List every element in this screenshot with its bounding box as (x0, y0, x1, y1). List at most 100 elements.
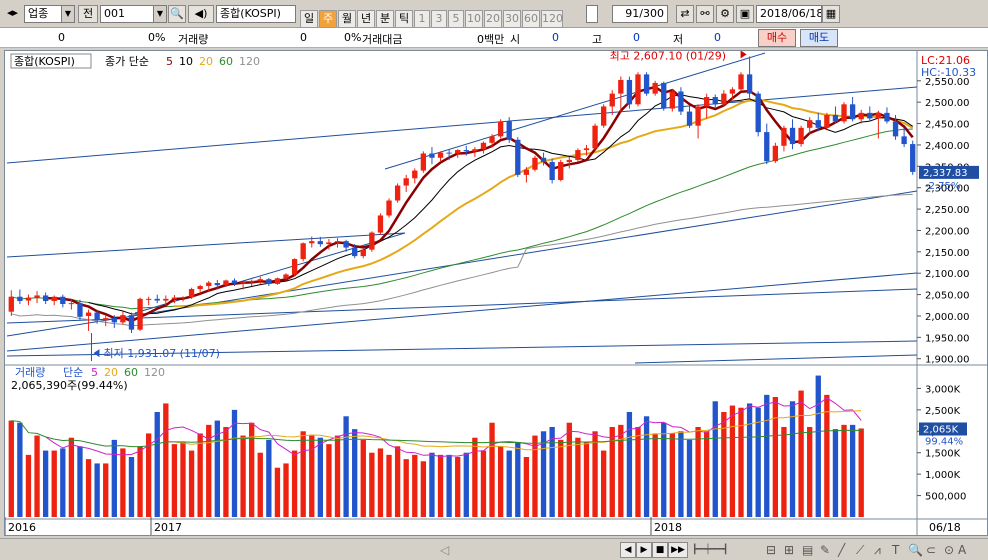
candlestick-chart[interactable]: 2,550.002,500.002,450.002,400.002,350.00… (5, 51, 987, 535)
minus-icon[interactable]: ⊟ (766, 543, 777, 557)
quote-p1: 0% (148, 31, 166, 44)
volume-ma60-line (11, 420, 862, 448)
fib-icon[interactable]: ⩘ (874, 543, 881, 557)
link-icon[interactable]: ⚯ (696, 5, 714, 23)
date-field[interactable]: 2018/06/18 (756, 5, 822, 23)
grid-icon[interactable]: ▤ (802, 543, 814, 557)
chart-panel[interactable]: 2,550.002,500.002,450.002,400.002,350.00… (4, 50, 988, 536)
period-tab-1[interactable]: 1 (414, 10, 430, 28)
line-icon[interactable]: ╱ (838, 543, 846, 557)
legend-item: 10 (179, 55, 193, 68)
status-fast-button[interactable]: ▶▶ (668, 542, 688, 558)
magnet-icon[interactable]: ⊂ (926, 543, 937, 557)
status-bar: ◁ ◀ ▶ ■ ▶▶ ┣━━┿━━━┫ ⊟ ⊞ ▤ ✎ ╱ ⟋ ⩘ T 🔍 ⊂ … (0, 538, 988, 560)
volume-bar (798, 390, 804, 517)
cursor-icon[interactable]: ⊙ (944, 543, 955, 557)
candle (592, 125, 598, 149)
candle (283, 274, 289, 279)
volume-bar (652, 433, 658, 517)
trend-icon[interactable]: ⟋ (856, 543, 865, 557)
period-tab-분[interactable]: 분 (376, 10, 394, 28)
period-tab-월[interactable]: 월 (338, 10, 356, 28)
candle (884, 112, 890, 122)
price-tick-label: 2,100.00 (925, 269, 970, 280)
status-stop-button[interactable]: ■ (652, 542, 668, 558)
volume-bar (240, 435, 246, 517)
zoom-slider-icon[interactable]: ┣━━┿━━━┫ (692, 545, 728, 555)
plus-icon[interactable]: ⊞ (784, 543, 795, 557)
save-icon[interactable]: ▣ (736, 5, 754, 23)
volume-bar (678, 431, 684, 517)
candle (343, 241, 349, 248)
status-prev-button[interactable]: ◀ (620, 542, 636, 558)
code-input[interactable]: 001 (100, 5, 156, 23)
candle (377, 215, 384, 233)
candle (600, 106, 607, 126)
count-arrow-icon[interactable] (586, 5, 598, 23)
period-tab-틱[interactable]: 틱 (395, 10, 413, 28)
candle (652, 82, 658, 94)
volume-bar (51, 450, 57, 517)
candle (515, 139, 521, 175)
buy-button[interactable]: 매수 (758, 29, 796, 47)
text-icon[interactable]: T (892, 543, 900, 557)
text-size-icon[interactable]: A (958, 543, 967, 557)
candle (34, 295, 40, 298)
settings-icon[interactable]: ⚙ (716, 5, 734, 23)
candle (704, 97, 710, 107)
search-zoom-icon[interactable]: 🔍 (908, 543, 923, 557)
high-annotation-arrow (740, 51, 747, 59)
toolbar-prev-icon[interactable]: ◂▸ (4, 5, 24, 23)
period-tab-20[interactable]: 20 (484, 10, 502, 28)
jeon-button[interactable]: 전 (78, 5, 98, 23)
market-dropdown-icon[interactable]: ▼ (61, 5, 75, 23)
volume-bar (532, 435, 538, 517)
candle (266, 279, 272, 284)
volume-bar (343, 416, 349, 517)
volume-bar (60, 448, 66, 517)
pen-icon[interactable]: ✎ (820, 543, 831, 557)
status-scroll-left-icon[interactable]: ◁ (440, 543, 450, 557)
volume-bar (472, 437, 478, 517)
volume-bar (360, 439, 366, 517)
volume-bar (807, 427, 813, 517)
candle (386, 200, 392, 216)
volume-bar (145, 433, 152, 517)
period-tab-3[interactable]: 3 (431, 10, 447, 28)
period-tab-년[interactable]: 년 (357, 10, 375, 28)
period-tab-30[interactable]: 30 (503, 10, 521, 28)
period-tab-5[interactable]: 5 (448, 10, 464, 28)
ma120-line (11, 193, 913, 327)
volume-bar (223, 427, 229, 517)
volume-bar (575, 437, 581, 517)
calendar-icon[interactable]: ▦ (822, 5, 840, 23)
volume-bar (832, 429, 839, 517)
status-next-button[interactable]: ▶ (636, 542, 652, 558)
open-label: 시 (510, 33, 521, 46)
candle (583, 148, 590, 151)
volume-bar (8, 420, 14, 517)
volume-bar (463, 452, 469, 517)
period-tab-60[interactable]: 60 (522, 10, 540, 28)
arrows-icon[interactable]: ⇄ (676, 5, 694, 23)
volume-bar (755, 407, 761, 517)
candle (472, 149, 478, 152)
candle (249, 280, 255, 283)
candle (223, 280, 229, 286)
volume-bar (386, 454, 392, 517)
data-count[interactable]: 91/300 (612, 5, 668, 23)
price-tick-label: 1,950.00 (925, 333, 970, 344)
last-price-box (919, 165, 979, 179)
volume-bar (446, 454, 452, 517)
code-dropdown-icon[interactable]: ▼ (153, 5, 167, 23)
candle (352, 247, 358, 257)
period-tab-일[interactable]: 일 (300, 10, 318, 28)
sound-icon[interactable]: ◀) (188, 5, 214, 23)
period-tab-주[interactable]: 주 (319, 10, 337, 28)
search-icon[interactable]: 🔍 (168, 5, 186, 23)
period-tab-10[interactable]: 10 (465, 10, 483, 28)
period-tab-120[interactable]: 120 (541, 10, 563, 28)
sell-button[interactable]: 매도 (800, 29, 838, 47)
volume-bar (377, 448, 384, 517)
market-select[interactable]: 업종 (24, 5, 62, 23)
